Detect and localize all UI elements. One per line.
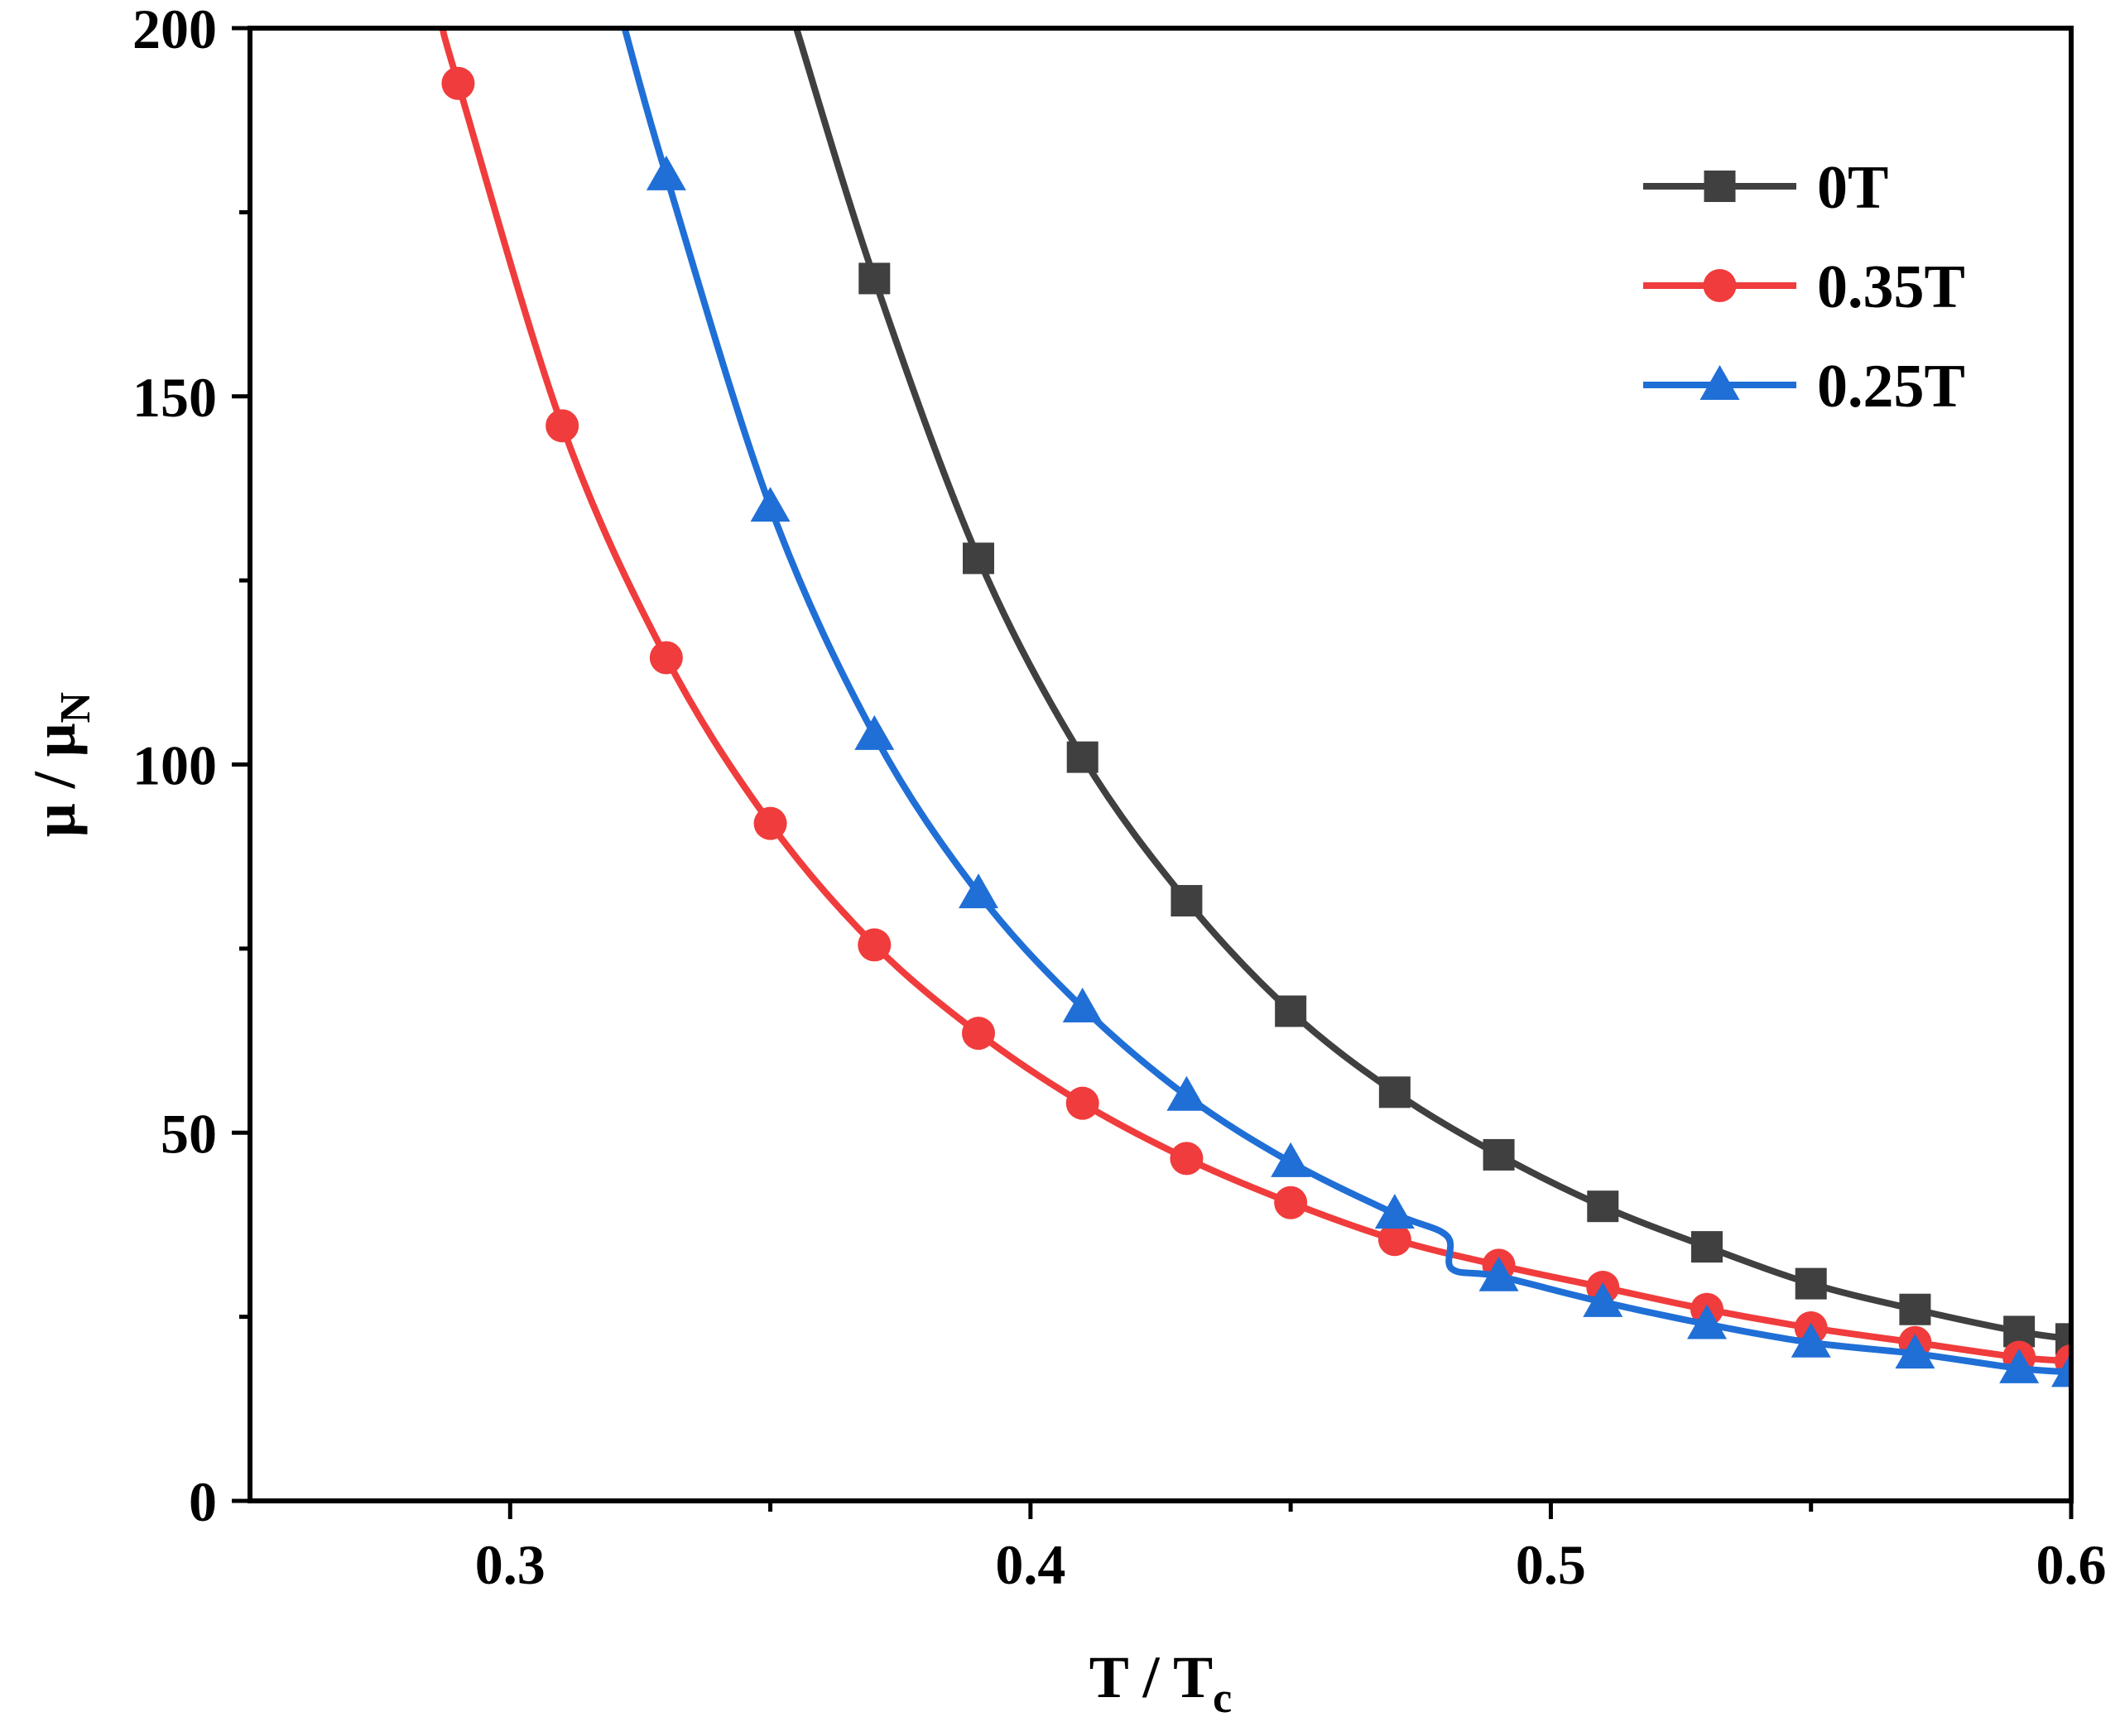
data-point-0t	[1378, 1076, 1411, 1108]
series-0t	[793, 28, 2071, 1355]
y-tick-label: 50	[161, 1102, 217, 1165]
data-point-0t	[1795, 1267, 1827, 1300]
series-0-35t	[439, 28, 2071, 1378]
data-point-0-35t	[858, 928, 892, 962]
x-tick-label: 0.5	[1516, 1533, 1586, 1596]
data-point-0-25t	[1166, 1075, 1207, 1111]
series-line-0-35t	[439, 28, 2071, 1364]
data-point-0-35t	[1170, 1142, 1204, 1176]
data-point-0-25t	[750, 487, 791, 522]
data-point-0-25t	[1895, 1334, 1935, 1369]
data-point-0-25t	[959, 873, 998, 909]
data-point-0t	[858, 262, 891, 295]
data-point-0-35t	[1274, 1185, 1308, 1219]
data-point-0-25t	[1478, 1256, 1519, 1291]
data-point-0-35t	[441, 66, 475, 100]
data-point-0-25t	[1687, 1304, 1727, 1339]
y-tick-label: 200	[132, 0, 217, 60]
y-tick-label: 100	[132, 734, 217, 797]
data-point-0-35t	[1377, 1223, 1411, 1257]
x-tick-label: 0.3	[475, 1533, 546, 1596]
data-point-0-35t	[649, 641, 683, 675]
data-point-0t	[963, 542, 994, 575]
data-point-0t	[1899, 1293, 1931, 1325]
data-point-0-35t	[753, 806, 787, 840]
series-group	[439, 28, 2071, 1387]
y-tick-label: 0	[189, 1470, 217, 1533]
legend: 0T 0.35T 0.25T	[1643, 154, 1965, 421]
legend-item-0-35t: 0.35T	[1643, 253, 1965, 321]
x-tick-label: 0.4	[995, 1533, 1065, 1596]
x-axis-title: T / Tc	[1089, 1644, 1233, 1722]
data-point-0-25t	[1271, 1142, 1311, 1177]
data-point-0t	[1587, 1190, 1619, 1223]
legend-marker-0-35t	[1703, 269, 1737, 302]
data-point-0-35t	[546, 409, 579, 443]
data-point-0t	[1066, 741, 1098, 773]
data-point-0-35t	[1065, 1086, 1099, 1120]
series-0-25t	[621, 28, 2071, 1387]
legend-item-0-25t: 0.25T	[1643, 353, 1965, 421]
series-line-0t	[793, 28, 2071, 1343]
data-point-0-25t	[2051, 1352, 2071, 1387]
data-point-0-35t	[962, 1017, 995, 1051]
legend-marker-0t	[1704, 171, 1736, 202]
data-point-0t	[1275, 995, 1307, 1027]
y-tick-label: 150	[132, 366, 217, 429]
data-point-0-25t	[1583, 1282, 1623, 1317]
data-point-0t	[1171, 885, 1203, 917]
data-point-0t	[1483, 1138, 1515, 1171]
data-point-0-25t	[854, 714, 895, 750]
legend-label-0-25t: 0.25T	[1817, 353, 1965, 421]
plot-area-frame	[248, 26, 2074, 1503]
legend-marker-0-25t	[1699, 365, 1740, 400]
series-line-0-25t	[621, 28, 2071, 1376]
data-point-0-25t	[1999, 1348, 2040, 1383]
x-tick-label: 0.6	[2036, 1533, 2107, 1596]
data-point-0-25t	[646, 155, 686, 190]
legend-label-0-35t: 0.35T	[1817, 253, 1965, 321]
data-point-0-25t	[1374, 1194, 1415, 1229]
legend-item-0t: 0T	[1643, 154, 1888, 222]
y-axis-title: μ / μN	[22, 692, 99, 837]
data-point-0-25t	[1062, 988, 1103, 1023]
legend-label-0t: 0T	[1817, 154, 1888, 222]
data-point-0t	[1691, 1231, 1723, 1263]
data-point-0-25t	[1791, 1322, 1831, 1358]
tick-labels: 0.3 0.4 0.5 0.6 0 50 100 150 200	[132, 0, 2107, 1596]
